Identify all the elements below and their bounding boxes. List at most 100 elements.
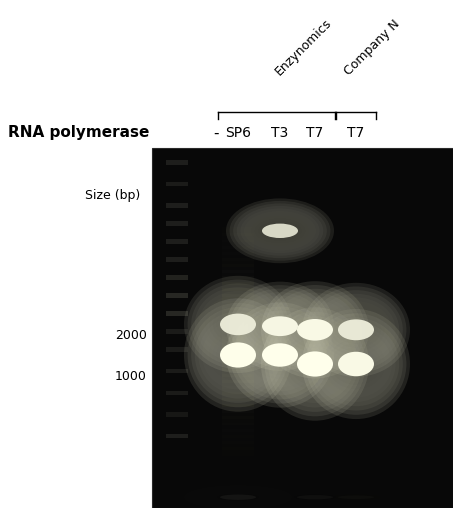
Ellipse shape (338, 352, 374, 376)
Bar (222, 197, 254, 206)
Ellipse shape (261, 307, 369, 421)
Bar (222, 423, 254, 432)
Ellipse shape (198, 291, 278, 358)
Bar (222, 203, 254, 212)
Ellipse shape (302, 283, 410, 377)
Ellipse shape (262, 343, 298, 367)
Bar (222, 356, 254, 364)
Ellipse shape (191, 283, 285, 365)
Bar (222, 282, 254, 291)
Ellipse shape (244, 323, 316, 387)
Ellipse shape (226, 281, 334, 371)
Bar (166, 412, 188, 417)
Bar (222, 252, 254, 261)
Ellipse shape (202, 321, 274, 390)
Ellipse shape (230, 306, 330, 403)
Bar (222, 343, 254, 352)
Text: Company N: Company N (342, 17, 402, 78)
Ellipse shape (202, 295, 274, 354)
Ellipse shape (297, 352, 333, 376)
Text: T7: T7 (347, 126, 365, 140)
Bar (166, 203, 188, 208)
Bar (166, 347, 188, 352)
Bar (222, 221, 254, 230)
Ellipse shape (309, 318, 403, 410)
Bar (222, 307, 254, 315)
Bar (222, 337, 254, 346)
Ellipse shape (316, 298, 395, 362)
Ellipse shape (241, 319, 320, 391)
Ellipse shape (188, 279, 289, 369)
Text: SP6: SP6 (225, 126, 251, 140)
Text: 2000: 2000 (115, 329, 147, 342)
Text: -: - (213, 125, 219, 141)
Bar (222, 447, 254, 456)
Bar (166, 258, 188, 262)
Ellipse shape (265, 312, 366, 416)
Bar (166, 275, 188, 280)
Bar (222, 441, 254, 450)
Bar (222, 374, 254, 383)
Bar (222, 246, 254, 255)
Ellipse shape (188, 303, 289, 407)
Bar (222, 190, 254, 200)
Bar (222, 319, 254, 328)
Bar (166, 221, 188, 226)
Ellipse shape (184, 298, 292, 411)
Text: Enzynomics: Enzynomics (272, 16, 334, 78)
Bar (166, 311, 188, 316)
Ellipse shape (241, 208, 320, 253)
Bar (222, 386, 254, 395)
Bar (222, 362, 254, 370)
Ellipse shape (237, 206, 323, 256)
Ellipse shape (262, 224, 298, 238)
Ellipse shape (244, 299, 316, 354)
Bar (222, 209, 254, 218)
Ellipse shape (237, 292, 323, 360)
Ellipse shape (316, 326, 395, 402)
Bar (222, 410, 254, 420)
Bar (222, 240, 254, 248)
Ellipse shape (338, 495, 374, 499)
Ellipse shape (268, 289, 362, 371)
Bar (222, 289, 254, 297)
Bar (222, 398, 254, 407)
Text: T7: T7 (306, 126, 323, 140)
Bar (222, 295, 254, 303)
Ellipse shape (320, 330, 392, 398)
Ellipse shape (262, 316, 298, 336)
Bar (222, 264, 254, 273)
Bar (222, 471, 254, 481)
Bar (166, 391, 188, 395)
Ellipse shape (338, 320, 374, 340)
Text: Size (bp): Size (bp) (85, 188, 140, 202)
Ellipse shape (313, 322, 399, 406)
Ellipse shape (320, 301, 392, 359)
Ellipse shape (275, 296, 355, 363)
Bar (166, 329, 188, 334)
Ellipse shape (195, 287, 281, 362)
Bar (166, 369, 188, 373)
Bar (166, 293, 188, 298)
Bar (222, 270, 254, 279)
Ellipse shape (233, 289, 327, 364)
Ellipse shape (237, 314, 323, 395)
Ellipse shape (230, 285, 330, 367)
Ellipse shape (226, 199, 334, 263)
Ellipse shape (244, 211, 316, 250)
Ellipse shape (184, 276, 292, 373)
Bar (222, 465, 254, 474)
Ellipse shape (220, 313, 256, 335)
Ellipse shape (233, 203, 327, 258)
Bar (222, 429, 254, 438)
Ellipse shape (275, 325, 355, 403)
Bar (222, 435, 254, 444)
Ellipse shape (220, 342, 256, 368)
Bar (222, 276, 254, 285)
Bar (222, 484, 254, 493)
Ellipse shape (297, 495, 333, 499)
Bar (166, 160, 188, 165)
Bar (222, 368, 254, 376)
Ellipse shape (309, 290, 403, 369)
Bar (222, 301, 254, 309)
